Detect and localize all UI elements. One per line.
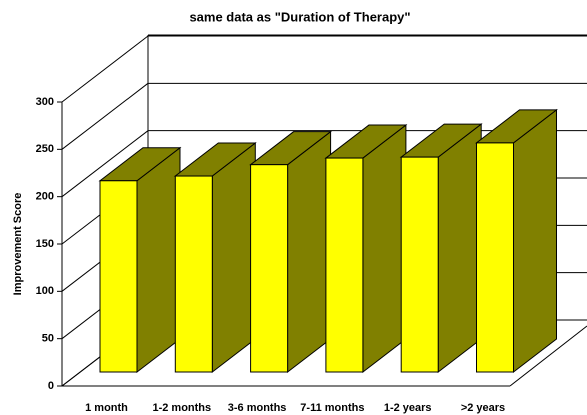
bar-side — [437, 123, 482, 374]
y-tick-label: 200 — [36, 191, 54, 203]
y-tick-label: 100 — [36, 285, 54, 297]
x-tick-label: 3-6 months — [228, 402, 287, 414]
bar-side — [513, 108, 557, 374]
bar — [325, 157, 364, 373]
x-tick-label: 7-11 months — [300, 402, 364, 414]
y-tick-label: 50 — [42, 333, 54, 345]
x-tick-label: 1-2 months — [152, 402, 211, 414]
grid-line — [61, 82, 149, 150]
bar-side — [362, 124, 407, 374]
y-tick-label: 150 — [36, 238, 54, 250]
bar-side — [211, 142, 256, 374]
bar-side — [136, 146, 181, 374]
y-tick-label: 250 — [36, 143, 54, 155]
y-tick-label: 300 — [36, 96, 54, 108]
y-axis-label: Improvement Score — [12, 193, 24, 296]
grid-line — [61, 35, 149, 103]
bar — [250, 164, 289, 373]
x-tick-label: >2 years — [461, 402, 505, 414]
bar — [476, 142, 514, 373]
x-tick-label: 1 month — [85, 402, 128, 414]
x-tick-label: 1-2 years — [384, 402, 432, 414]
bar — [99, 180, 138, 373]
bar — [174, 175, 213, 373]
y-tick-label: 0 — [48, 380, 54, 392]
grid-line — [61, 130, 149, 198]
chart-title: same data as "Duration of Therapy" — [189, 9, 410, 24]
bar-side — [287, 130, 332, 374]
bar — [400, 156, 439, 373]
